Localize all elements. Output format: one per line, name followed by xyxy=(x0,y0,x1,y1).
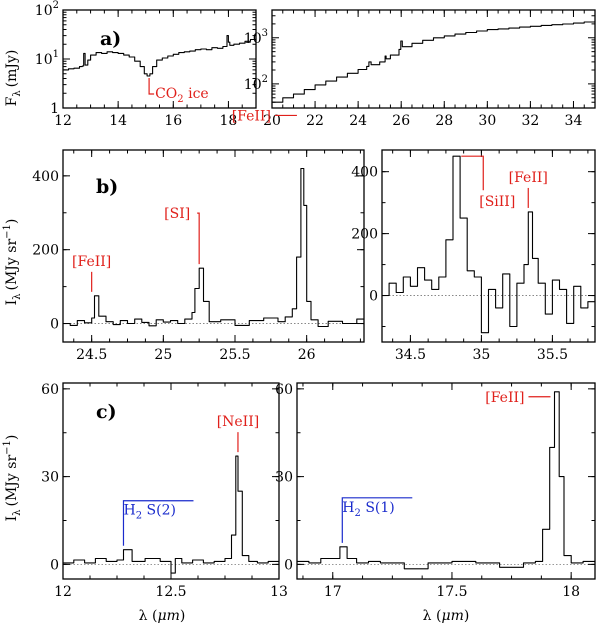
series-line xyxy=(63,455,279,574)
annotation-label: [FeII] xyxy=(232,108,271,124)
x-tick-label: 32 xyxy=(521,113,539,129)
x-tick-label: 26 xyxy=(298,347,316,363)
annotation-label: [SiII] xyxy=(479,194,515,210)
x-tick-label: 18 xyxy=(220,113,238,129)
x-tick-label: 17 xyxy=(324,584,342,600)
y-tick-label: 103 xyxy=(244,28,268,47)
annotation-leader xyxy=(197,212,200,265)
x-tick-label: 25.5 xyxy=(219,347,250,363)
x-tick-label: 22 xyxy=(306,113,324,129)
annotation-label: [SI] xyxy=(164,206,190,222)
y-tick-label: 30 xyxy=(275,470,293,486)
y-tick-label: 400 xyxy=(32,169,59,185)
x-tick-label: 12 xyxy=(54,584,72,600)
x-tick-label: 24.5 xyxy=(76,347,107,363)
plot-frame xyxy=(62,149,365,343)
annotation-leader xyxy=(122,500,194,546)
x-tick-label: 17.5 xyxy=(436,584,467,600)
x-tick-label: 35 xyxy=(472,347,490,363)
x-tick-label: 34 xyxy=(565,113,583,129)
x-tick-label: 34.5 xyxy=(395,347,426,363)
x-tick-label: 18 xyxy=(562,584,580,600)
annotation-label: H2 S(1) xyxy=(342,500,394,519)
x-tick-label: 12.5 xyxy=(155,584,186,600)
series-line xyxy=(272,21,595,103)
annotation-label: [FeII] xyxy=(485,390,524,406)
ylabel-intensity-c: Iλ(MJy sr−1) xyxy=(2,435,23,522)
annotation-leader xyxy=(461,155,484,191)
y-tick-label: 0 xyxy=(50,317,59,333)
panel-label: c) xyxy=(96,401,117,423)
x-tick-label: 14 xyxy=(109,113,127,129)
ylabel-intensity-b: Iλ(MJy sr−1) xyxy=(2,219,23,306)
panel-a-right: 20 22 24 26 28 30 32 34 102 103 xyxy=(244,9,596,129)
annotation-label: [FeII] xyxy=(509,170,548,186)
y-tick-label: 0 xyxy=(369,289,378,305)
annotation-label: CO2 ice xyxy=(155,86,209,105)
panel-label: b) xyxy=(96,176,118,198)
annotation-leader xyxy=(341,497,413,543)
xlabel-wavelength-left: λ (μm) xyxy=(139,608,186,624)
plot-frame xyxy=(381,149,596,343)
annotation-label: H2 S(2) xyxy=(123,503,175,522)
y-tick-label: 0 xyxy=(284,557,293,573)
y-tick-label: 30 xyxy=(41,470,59,486)
plot-frame xyxy=(296,382,596,580)
panel-a-left: 12 14 16 18 1 101 102 a) CO2 ice xyxy=(35,0,257,129)
y-tick-label: 200 xyxy=(32,243,59,259)
y-tick-label: 0 xyxy=(50,557,59,573)
y-tick-label: 1 xyxy=(50,101,59,117)
ylabel-flux: Fλ(mJy) xyxy=(4,50,23,107)
x-tick-label: 20 xyxy=(263,113,281,129)
panel-label: a) xyxy=(100,28,121,50)
series-line xyxy=(297,391,595,570)
y-tick-label: 60 xyxy=(275,382,293,398)
x-tick-label: 26 xyxy=(392,113,410,129)
x-tick-label: 30 xyxy=(478,113,496,129)
x-tick-label: 35.5 xyxy=(537,347,568,363)
series-line xyxy=(63,35,256,77)
annotation-leader xyxy=(148,77,155,95)
x-tick-label: 28 xyxy=(435,113,453,129)
x-tick-label: 13 xyxy=(270,584,288,600)
series-line xyxy=(63,167,364,328)
panel-b-right: 34.5 35 35.5 0 200 400 [SiII] [FeII] xyxy=(351,149,596,363)
x-tick-label: 24 xyxy=(349,113,367,129)
y-tick-label: 102 xyxy=(35,0,59,19)
panel-c-left: 12 12.5 13 0 30 60 c) H2 S(2) [NeII] xyxy=(41,382,288,600)
panel-b-left: 24.5 25 25.5 26 0 200 400 b) [FeII] [SI] [FeII] xyxy=(32,108,365,363)
y-tick-label: 60 xyxy=(41,382,59,398)
y-tick-label: 200 xyxy=(351,227,378,243)
y-tick-label: 102 xyxy=(244,74,268,93)
series-line xyxy=(382,155,595,334)
x-tick-label: 25 xyxy=(154,347,172,363)
x-tick-label: 16 xyxy=(164,113,182,129)
annotation-label: [FeII] xyxy=(72,254,111,270)
panel-c-right: 17 17.5 18 0 30 60 H2 S(1) [FeII] xyxy=(275,382,596,600)
x-tick-label: 12 xyxy=(54,113,72,129)
xlabel-wavelength-right: λ (μm) xyxy=(423,608,470,624)
annotation-label: [NeII] xyxy=(217,414,260,430)
plot-frame xyxy=(271,9,596,109)
y-tick-label: 101 xyxy=(35,49,59,68)
y-tick-label: 400 xyxy=(351,165,378,181)
